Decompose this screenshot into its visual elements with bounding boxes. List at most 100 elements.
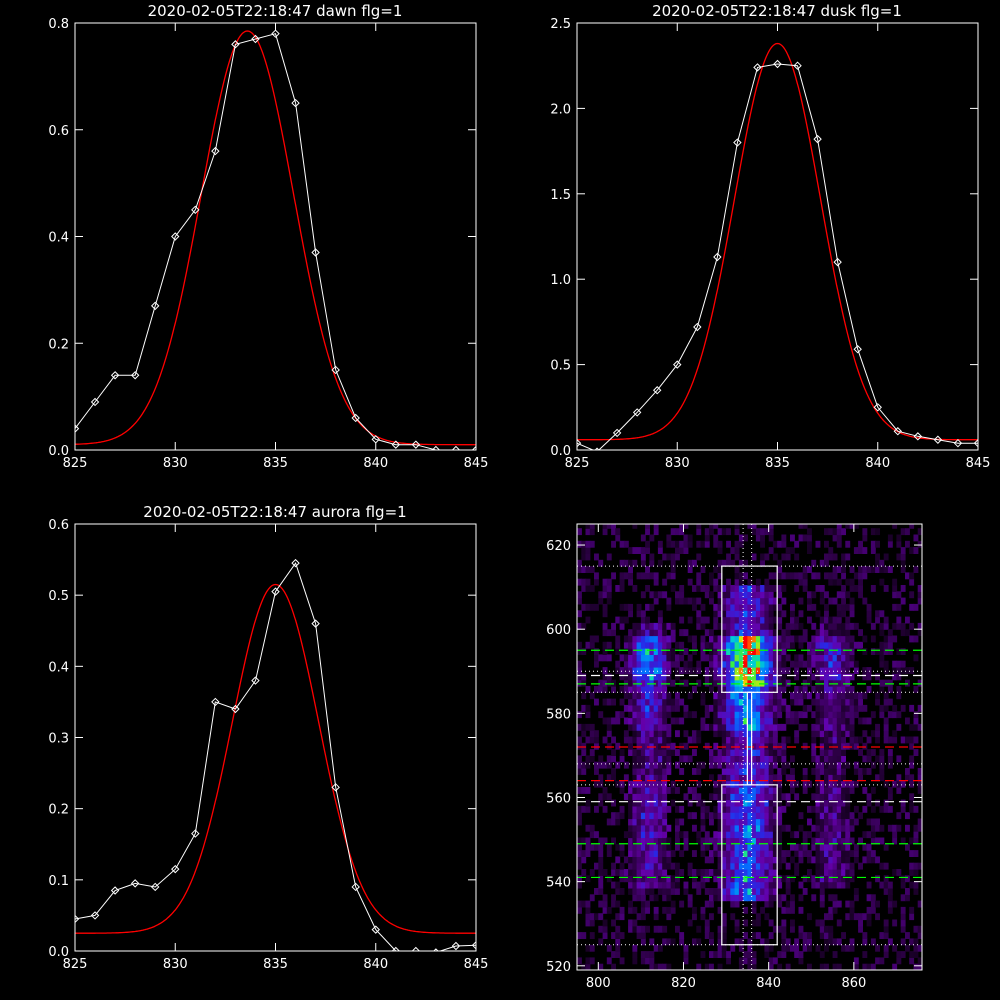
image-pixel bbox=[649, 692, 655, 700]
image-pixel bbox=[828, 787, 834, 794]
image-pixel bbox=[726, 799, 731, 807]
image-pixel bbox=[619, 787, 625, 794]
dusk-y-tick-label: 2.5 bbox=[550, 17, 571, 32]
image-pixel bbox=[738, 591, 744, 599]
image-pixel bbox=[730, 597, 736, 605]
image-pixel bbox=[653, 913, 659, 921]
image-pixel bbox=[832, 673, 838, 681]
image-pixel bbox=[909, 667, 915, 674]
image-pixel bbox=[700, 881, 706, 889]
image-pixel bbox=[751, 742, 757, 750]
image-pixel bbox=[615, 812, 621, 820]
image-pixel bbox=[657, 648, 663, 655]
image-pixel bbox=[802, 780, 808, 788]
image-pixel bbox=[768, 768, 774, 775]
image-pixel bbox=[670, 585, 676, 592]
dusk-point bbox=[913, 432, 923, 441]
dawn-point bbox=[291, 98, 300, 108]
image-pixel bbox=[866, 906, 872, 914]
image-pixel bbox=[738, 578, 744, 586]
image-pixel bbox=[577, 957, 582, 965]
image-pixel bbox=[841, 692, 846, 700]
image-pixel bbox=[577, 578, 582, 586]
image-pixel bbox=[751, 957, 757, 965]
image-pixel bbox=[794, 540, 800, 548]
image-pixel bbox=[649, 818, 655, 826]
image-pixel bbox=[726, 553, 731, 561]
image-pixel bbox=[653, 673, 659, 681]
image-pixel bbox=[598, 686, 604, 693]
image-pixel bbox=[768, 635, 774, 643]
image-pixel bbox=[636, 692, 642, 700]
image-pixel bbox=[730, 736, 736, 744]
image-pixel bbox=[611, 862, 616, 870]
image-pixel bbox=[768, 888, 774, 895]
image-pixel bbox=[862, 951, 868, 958]
image-pixel bbox=[845, 622, 851, 630]
image-pixel bbox=[670, 553, 676, 561]
image-pixel bbox=[866, 843, 872, 851]
image-pixel bbox=[836, 610, 842, 618]
image-pixel bbox=[683, 629, 689, 637]
dusk-point bbox=[813, 134, 822, 144]
image-pixel bbox=[781, 635, 787, 643]
image-pixel bbox=[824, 768, 829, 775]
image-pixel bbox=[849, 692, 855, 700]
image-pixel bbox=[768, 787, 774, 794]
image-pixel bbox=[811, 635, 817, 643]
image-pixel bbox=[841, 932, 846, 939]
image-pixel bbox=[679, 528, 685, 536]
image-pixel bbox=[730, 843, 736, 851]
image-pixel bbox=[760, 641, 765, 649]
image-pixel bbox=[772, 616, 778, 624]
image-pixel bbox=[743, 831, 748, 839]
image-pixel bbox=[653, 654, 659, 662]
image-pixel bbox=[845, 761, 851, 769]
image-pixel bbox=[794, 717, 800, 725]
image-pixel bbox=[657, 780, 663, 788]
image-pixel bbox=[683, 755, 689, 763]
image-pixel bbox=[755, 603, 761, 611]
image-pixel bbox=[623, 673, 629, 681]
image-pixel bbox=[785, 635, 791, 643]
image-pixel bbox=[675, 692, 680, 700]
image-pixel bbox=[611, 528, 616, 536]
image-pixel bbox=[870, 648, 876, 655]
image-pixel bbox=[853, 524, 859, 529]
image-pixel bbox=[841, 869, 846, 876]
image-pixel bbox=[875, 875, 880, 883]
image-pixel bbox=[717, 635, 723, 643]
image-pixel bbox=[734, 774, 740, 782]
image-pixel bbox=[679, 755, 685, 763]
image-pixel bbox=[577, 528, 582, 536]
image-pixel bbox=[713, 635, 719, 643]
image-pixel bbox=[649, 591, 655, 599]
image-pixel bbox=[623, 856, 629, 864]
image-pixel bbox=[615, 534, 621, 542]
image-pixel bbox=[747, 774, 753, 782]
image-pixel bbox=[679, 547, 685, 554]
image-pixel bbox=[768, 944, 774, 952]
image-pixel bbox=[670, 654, 676, 662]
image-pixel bbox=[734, 692, 740, 700]
image-pixel bbox=[751, 761, 757, 769]
image-y-tick-label: 540 bbox=[546, 876, 571, 891]
image-pixel bbox=[734, 553, 740, 561]
image-pixel bbox=[905, 572, 910, 580]
image-pixel bbox=[743, 780, 748, 788]
image-pixel bbox=[628, 862, 633, 870]
image-pixel bbox=[772, 793, 778, 801]
image-pixel bbox=[628, 673, 633, 681]
image-pixel bbox=[751, 906, 757, 914]
image-pixel bbox=[883, 881, 889, 889]
image-pixel bbox=[900, 585, 906, 592]
image-pixel bbox=[628, 635, 633, 643]
image-pixel bbox=[717, 622, 723, 630]
image-pixel bbox=[666, 635, 672, 643]
image-pixel bbox=[824, 673, 829, 681]
image-pixel bbox=[845, 787, 851, 794]
image-pixel bbox=[858, 717, 863, 725]
image-pixel bbox=[709, 818, 714, 826]
image-pixel bbox=[790, 660, 795, 668]
image-pixel bbox=[721, 913, 727, 921]
